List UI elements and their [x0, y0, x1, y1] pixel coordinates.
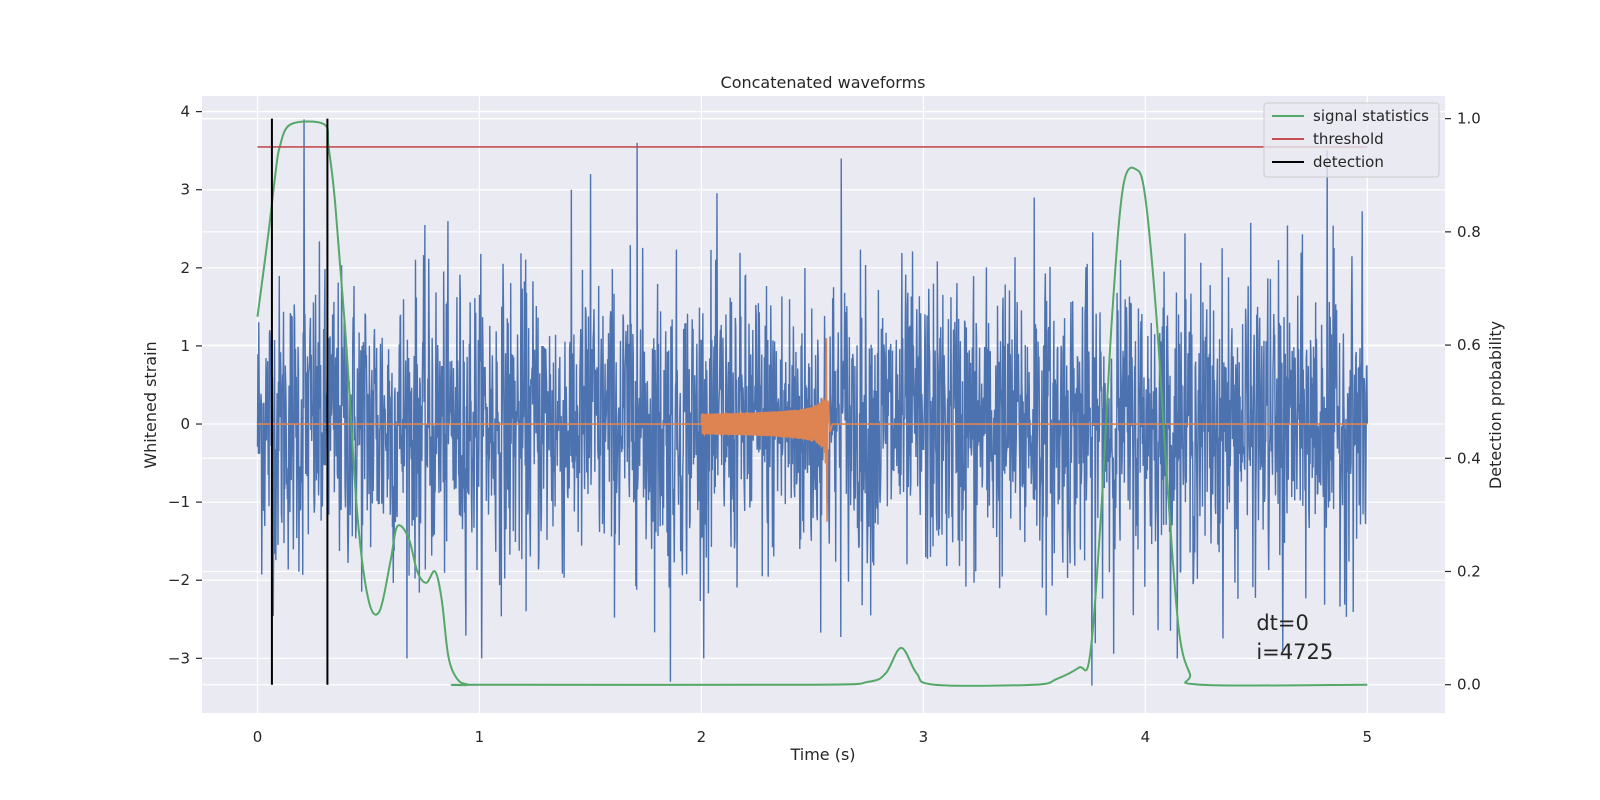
legend-box: [1263, 102, 1440, 178]
chart-title: Concatenated waveforms: [721, 73, 926, 92]
x-tick-label-1: 1: [475, 728, 485, 746]
y2-tick-label-0: 0.0: [1457, 676, 1481, 694]
y2-tick-label-4: 0.8: [1457, 223, 1481, 241]
legend-label-detection: detection: [1313, 153, 1384, 171]
injected-chirp-series: [257, 338, 1368, 522]
signal-statistics-line: [256, 120, 1368, 687]
y2-axis-ticks: 0.0 0.2 0.4 0.6 0.8 1.0: [1445, 110, 1481, 694]
y-tick-label-6: 3: [180, 181, 190, 199]
x-tick-label-0: 0: [253, 728, 263, 746]
y-tick-label-2: −1: [168, 493, 190, 511]
injected-chirp-line: [257, 338, 1368, 522]
y-tick-label-3: 0: [180, 415, 190, 433]
whitened-noise-line: [256, 119, 1369, 686]
y-tick-label-4: 1: [180, 337, 190, 355]
whitened-noise-series: [256, 119, 1369, 686]
annotation-line-dt: dt=0: [1256, 611, 1309, 635]
legend: signal statistics threshold detection: [1263, 102, 1440, 178]
y-tick-label-7: 4: [180, 103, 190, 121]
y2-tick-label-2: 0.4: [1457, 449, 1481, 467]
y-axis-ticks: −3 −2 −1 0 1 2 3 4: [168, 103, 202, 667]
annotation-line-i: i=4725: [1256, 640, 1333, 664]
x-axis-title: Time (s): [789, 745, 855, 764]
y-tick-label-1: −2: [168, 571, 190, 589]
legend-label-threshold: threshold: [1313, 130, 1384, 148]
y-tick-label-5: 2: [180, 259, 190, 277]
signal-statistics-series: [256, 120, 1368, 687]
y2-tick-label-1: 0.2: [1457, 562, 1481, 580]
y-tick-label-0: −3: [168, 649, 190, 667]
detection-series: [270, 118, 329, 685]
y2-tick-label-5: 1.0: [1457, 110, 1481, 128]
y2-axis-title: Detection probability: [1486, 321, 1505, 489]
x-tick-label-4: 4: [1141, 728, 1151, 746]
x-tick-label-2: 2: [697, 728, 707, 746]
y2-tick-label-3: 0.6: [1457, 336, 1481, 354]
x-axis-ticks: 0 1 2 3 4 5: [253, 728, 1372, 746]
y-axis-title: Whitened strain: [141, 341, 160, 468]
x-tick-label-3: 3: [919, 728, 929, 746]
annotation: dt=0 i=4725: [1256, 611, 1333, 664]
x-tick-label-5: 5: [1363, 728, 1373, 746]
legend-label-signal-statistics: signal statistics: [1313, 107, 1429, 125]
